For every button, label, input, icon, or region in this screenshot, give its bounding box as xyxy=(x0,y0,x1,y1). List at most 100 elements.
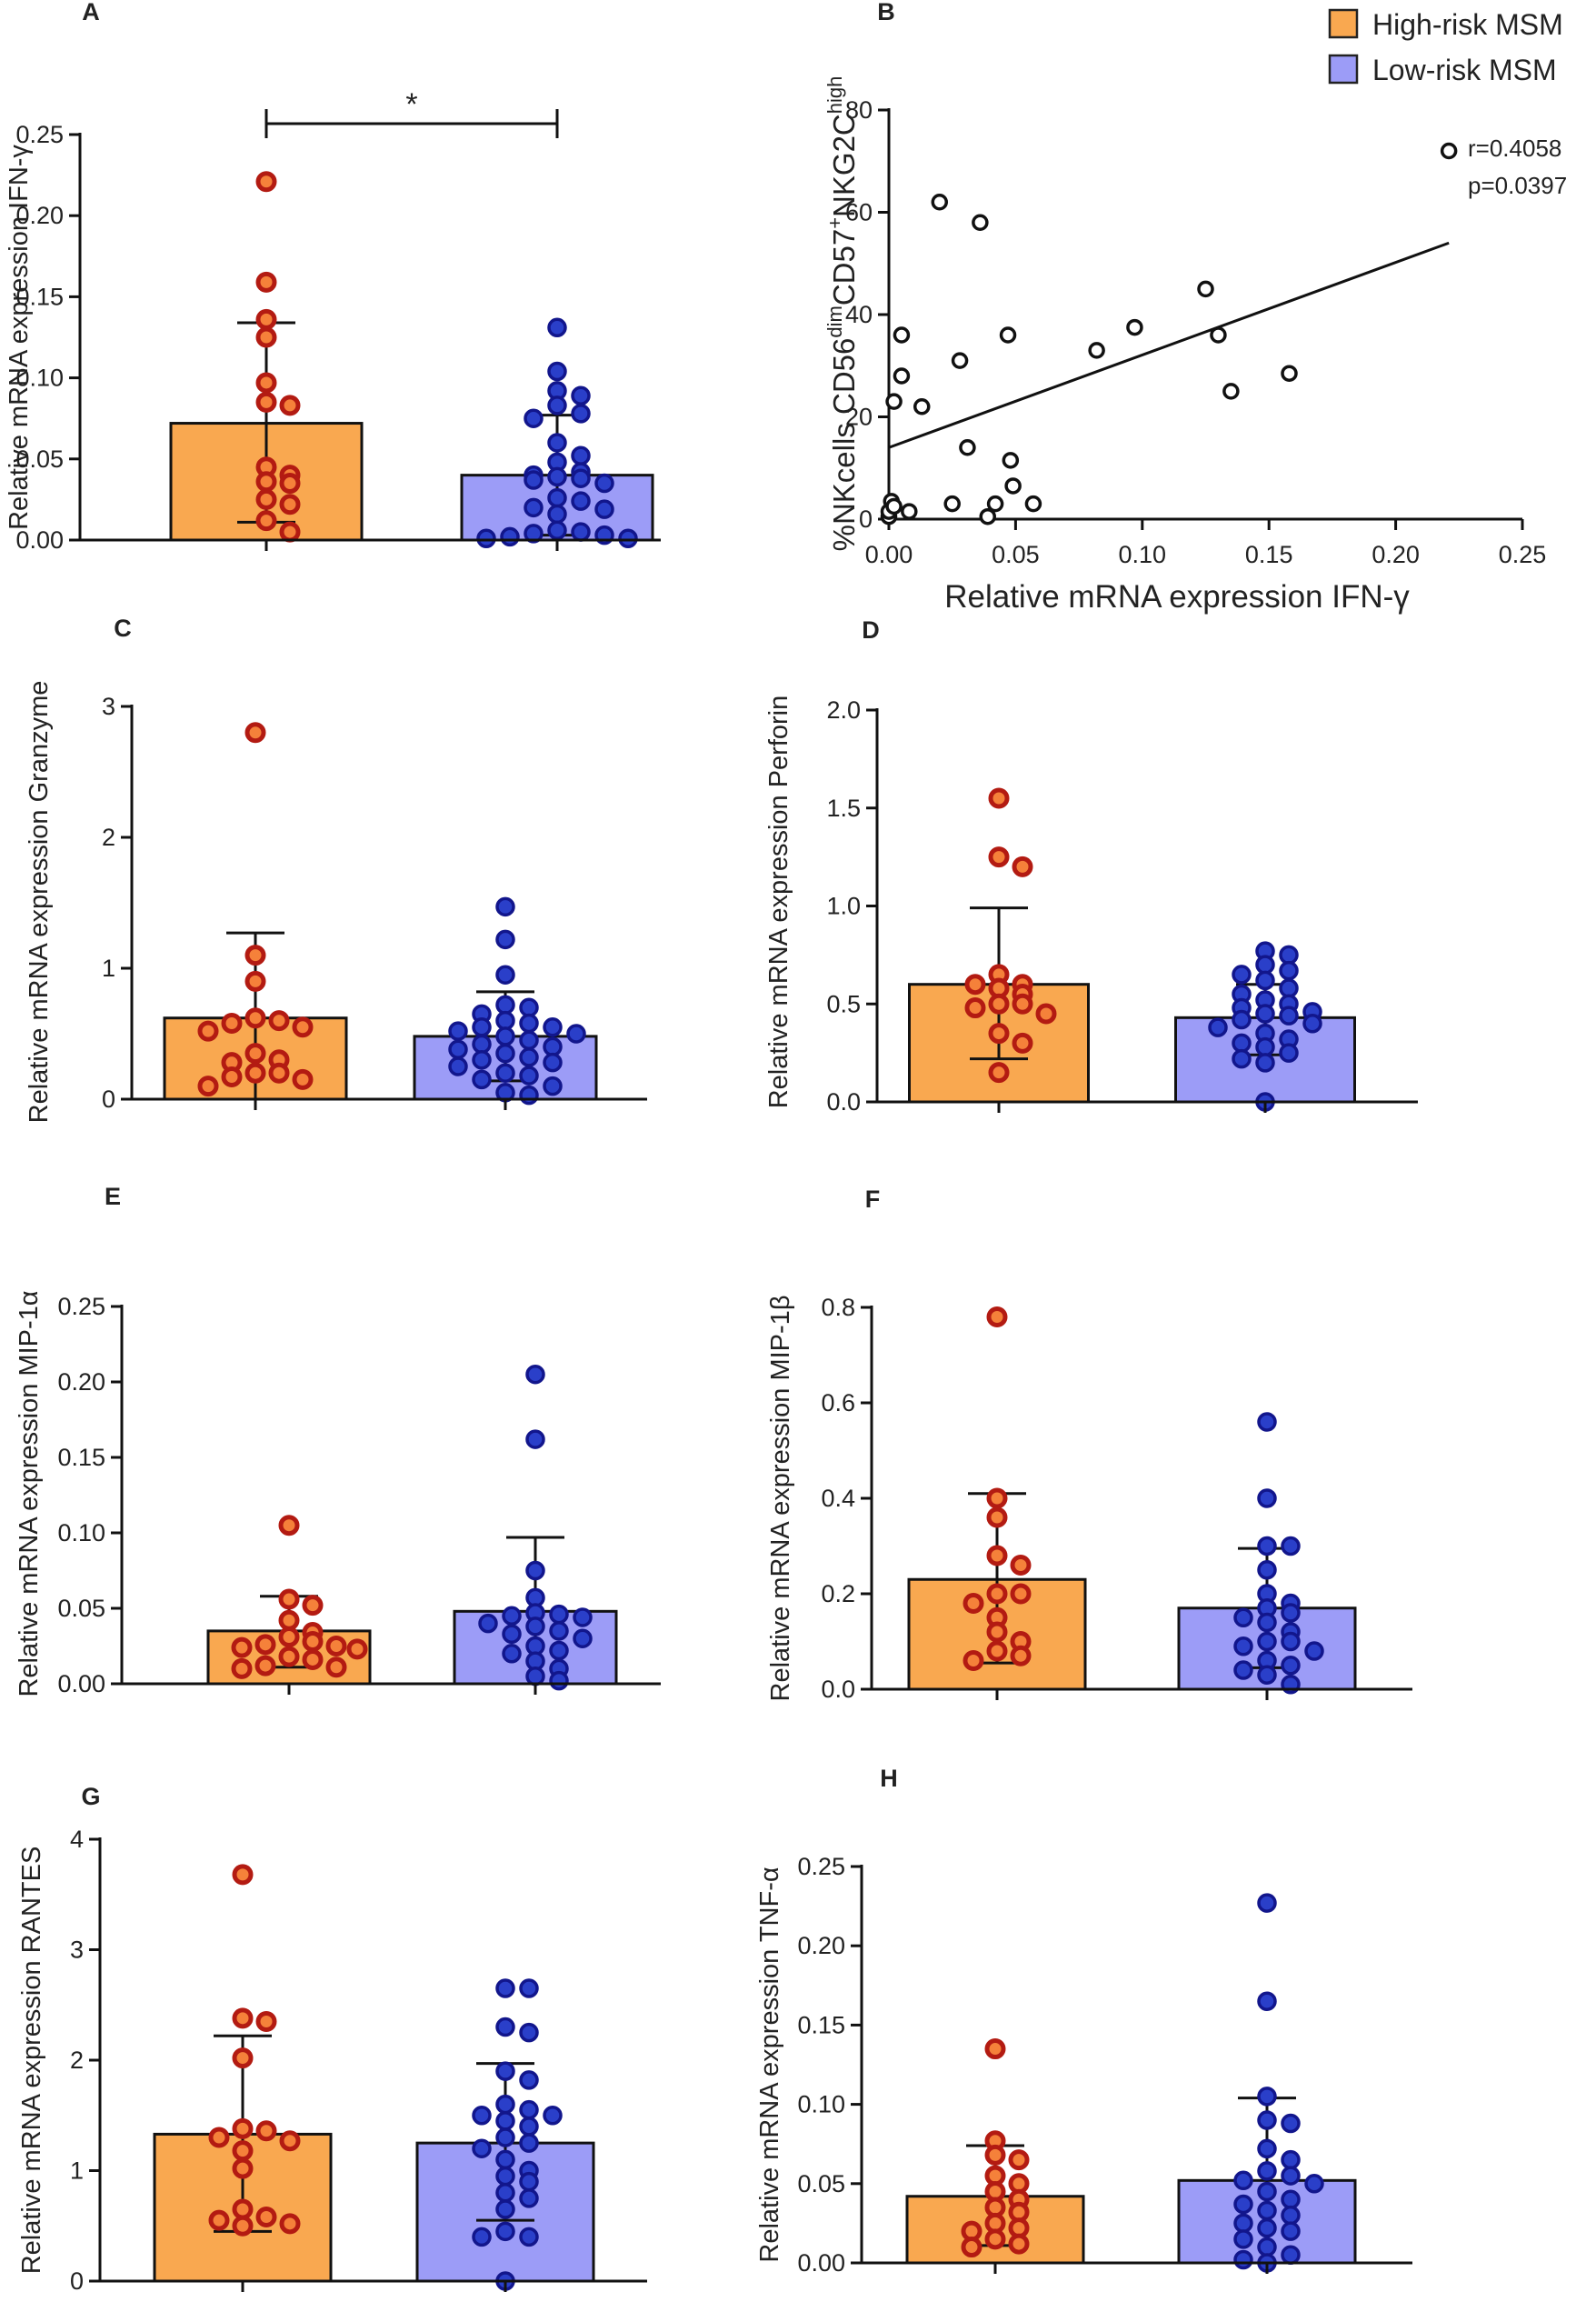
data-point-low-risk xyxy=(594,499,614,519)
data-point-high-risk xyxy=(986,1506,1008,1528)
data-point-low-risk xyxy=(472,1050,492,1070)
data-point-low-risk xyxy=(495,929,515,950)
data-point-low-risk xyxy=(1257,2237,1277,2257)
y-tick-label: 0.0 xyxy=(821,1676,855,1703)
x-tick-label: 0.20 xyxy=(1372,541,1420,568)
panel-letter-e: E xyxy=(105,1183,121,1210)
data-point-high-risk xyxy=(1035,1003,1057,1025)
data-point-low-risk xyxy=(1233,2170,1253,2191)
y-tick-label: 0 xyxy=(102,1086,115,1113)
data-point-low-risk xyxy=(1281,1603,1301,1623)
data-point-high-risk xyxy=(232,2140,254,2162)
data-point-low-risk xyxy=(1232,965,1252,985)
y-tick-label: 0.00 xyxy=(15,526,64,554)
data-point-low-risk xyxy=(495,2094,515,2115)
data-point-high-risk xyxy=(279,494,301,515)
scatter-point xyxy=(1210,326,1227,344)
data-point-low-risk xyxy=(1233,2194,1253,2215)
data-point-high-risk xyxy=(986,1621,1008,1643)
data-point-high-risk xyxy=(244,722,266,744)
data-point-low-risk xyxy=(448,1056,468,1076)
data-point-high-risk xyxy=(1008,2149,1030,2171)
data-point-high-risk xyxy=(255,308,277,330)
y-axis-label: Relative mRNA expression MIP-1α xyxy=(15,1290,44,1696)
data-point-low-risk xyxy=(543,1052,563,1073)
data-point-low-risk xyxy=(1233,1636,1253,1656)
data-point-high-risk xyxy=(244,1062,266,1084)
data-point-low-risk xyxy=(495,2183,515,2203)
correlation-r: r=0.4058 xyxy=(1468,135,1561,162)
data-point-high-risk xyxy=(268,1062,290,1084)
significance-star: * xyxy=(405,87,417,122)
data-point-low-risk xyxy=(524,470,544,490)
data-point-high-risk xyxy=(279,2213,301,2235)
data-point-high-risk xyxy=(254,1655,276,1676)
data-point-low-risk xyxy=(1279,1006,1299,1026)
data-point-low-risk xyxy=(594,473,614,494)
scatter-point xyxy=(1281,365,1298,382)
data-point-high-risk xyxy=(1008,2233,1030,2255)
data-point-high-risk xyxy=(278,1609,300,1631)
y-axis-label: Relative mRNA expression TNF-α xyxy=(755,1867,784,2262)
data-point-low-risk xyxy=(472,1069,492,1090)
scatter-point xyxy=(931,194,949,211)
data-point-high-risk xyxy=(346,1638,368,1660)
data-point-low-risk xyxy=(1257,1488,1277,1508)
data-point-low-risk xyxy=(543,1036,563,1057)
data-point-low-risk xyxy=(1281,2189,1301,2209)
y-axis-label-superscript: high xyxy=(823,76,846,115)
scatter-point xyxy=(1088,342,1105,359)
data-point-low-risk xyxy=(495,965,515,985)
data-point-low-risk xyxy=(525,1364,545,1385)
data-point-low-risk xyxy=(525,1429,545,1449)
data-point-low-risk xyxy=(519,1013,539,1034)
data-point-low-risk xyxy=(571,522,591,542)
panel-e: E Relative mRNA expression MIP-1α 0.00 0.05… xyxy=(15,1183,661,1697)
y-tick-label: 20 xyxy=(845,404,873,431)
scatter-point xyxy=(893,367,911,385)
data-point-low-risk xyxy=(549,1670,569,1691)
data-point-low-risk xyxy=(1255,955,1275,975)
y-tick-label: 0.15 xyxy=(15,283,64,310)
data-point-low-risk xyxy=(1257,1560,1277,1580)
data-point-low-risk xyxy=(547,466,567,487)
data-point-low-risk xyxy=(547,395,567,415)
data-point-high-risk xyxy=(963,1650,984,1671)
panel-letter-a: A xyxy=(82,0,100,25)
data-point-high-risk xyxy=(232,2047,254,2069)
data-point-high-risk xyxy=(278,1646,300,1667)
y-tick-label: 0.10 xyxy=(15,365,64,392)
data-point-high-risk xyxy=(254,1634,276,1656)
data-point-high-risk xyxy=(986,1487,1008,1509)
legend: High-risk MSM Low-risk MSM xyxy=(1328,8,1563,86)
y-tick-label: 0.10 xyxy=(57,1519,105,1546)
data-point-high-risk xyxy=(255,391,277,413)
data-point-low-risk xyxy=(495,2017,515,2037)
data-point-high-risk xyxy=(963,1593,984,1614)
data-point-high-risk xyxy=(1010,1555,1032,1576)
x-tick-label: 0.05 xyxy=(992,541,1040,568)
data-point-low-risk xyxy=(547,504,567,525)
y-tick-label: 0.00 xyxy=(797,2249,845,2277)
data-point-low-risk xyxy=(495,896,515,917)
data-point-low-risk xyxy=(549,1604,569,1625)
x-tick-label: 0.10 xyxy=(1119,541,1167,568)
data-point-low-risk xyxy=(519,2117,539,2137)
data-point-low-risk xyxy=(571,404,591,424)
scatter-point xyxy=(901,503,918,520)
data-point-low-risk xyxy=(618,528,638,548)
y-axis-label: Relative mRNA expression Perforin xyxy=(764,696,793,1109)
data-point-high-risk xyxy=(988,787,1010,809)
data-point-low-risk xyxy=(495,995,515,1016)
scatter-point xyxy=(1004,477,1022,495)
data-point-high-risk xyxy=(255,488,277,510)
data-point-low-risk xyxy=(1233,2229,1253,2249)
data-point-high-risk xyxy=(255,510,277,532)
data-point-low-risk xyxy=(547,317,567,338)
data-point-low-risk xyxy=(543,1076,563,1096)
data-point-low-risk xyxy=(1279,945,1299,966)
y-tick-label: 0.25 xyxy=(15,121,64,148)
x-axis-label: Relative mRNA expression IFN-γ xyxy=(944,579,1410,615)
